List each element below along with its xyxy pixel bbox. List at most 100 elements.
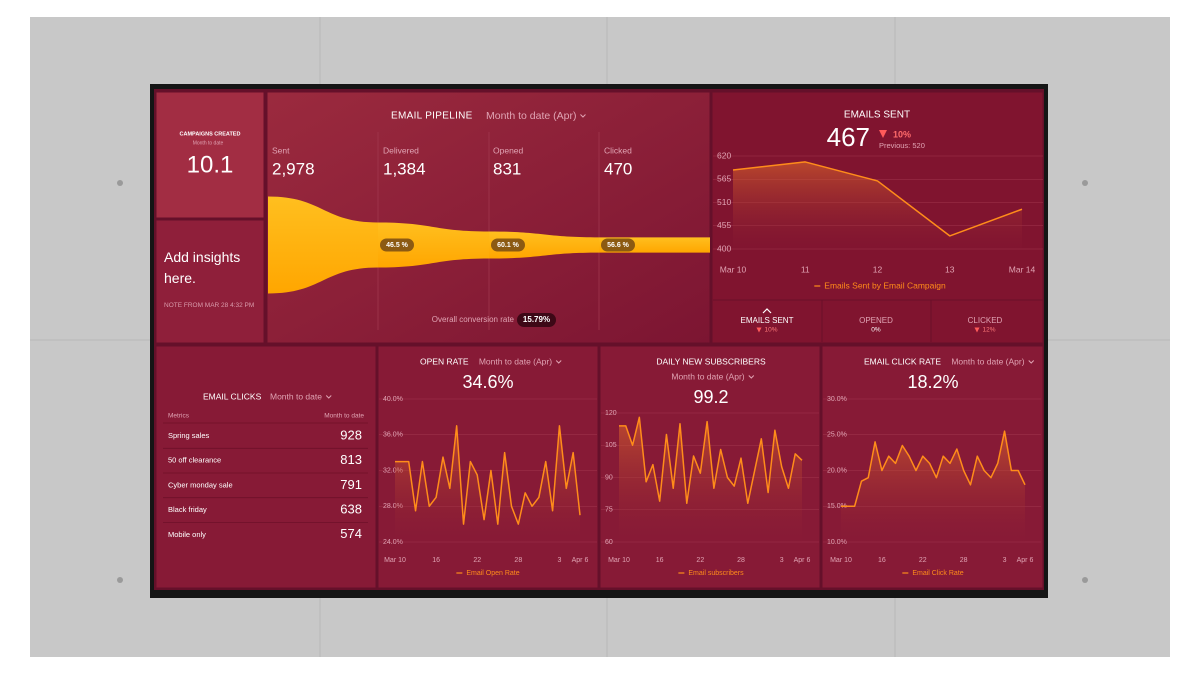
legend-label: Email Click Rate	[912, 570, 963, 577]
funnel-segment	[378, 222, 489, 268]
kpi-period[interactable]: Month to date	[193, 140, 224, 146]
y-tick-label: 32.0%	[383, 467, 403, 474]
stage-name: Opened	[493, 145, 524, 155]
insight-text: Add insights here.	[164, 249, 241, 286]
legend-label: Email subscribers	[688, 570, 744, 577]
x-tick-label: 3	[557, 557, 561, 564]
x-tick-label: Apr 6	[794, 557, 811, 564]
panel-period[interactable]: Month to date (Apr)	[951, 356, 1024, 366]
panel-title: EMAILS SENT	[844, 110, 910, 121]
kpi-change: 0%	[871, 327, 881, 334]
table-cell: Black friday	[168, 505, 207, 514]
kpi-change: 12%	[982, 327, 995, 334]
table-value: 928	[340, 427, 362, 442]
kpi-value: 99.2	[693, 387, 728, 407]
trend-down-icon	[879, 130, 887, 138]
y-tick-label: 24.0%	[383, 539, 403, 546]
table-value: 638	[340, 502, 362, 517]
x-tick-label: 28	[737, 557, 745, 564]
stage-value: 1,384	[383, 159, 426, 178]
rate-pill	[601, 238, 635, 252]
conversion-pill	[517, 313, 556, 327]
y-tick-label: 36.0%	[383, 432, 403, 439]
y-tick-label: 565	[717, 174, 731, 184]
insight-note: NOTE FROM MAR 28 4:32 PM	[164, 302, 255, 309]
trend-down-icon	[756, 327, 762, 333]
area	[619, 417, 802, 542]
insight-panel	[155, 219, 265, 344]
kpi-name[interactable]: EMAILS SENT	[741, 316, 794, 325]
area	[395, 425, 580, 542]
table-value: 813	[340, 452, 362, 467]
y-tick-label: 105	[605, 442, 617, 449]
dropdown-chevron	[748, 375, 755, 379]
y-tick-label: 60	[605, 539, 613, 546]
kpi-value: 467	[827, 122, 870, 152]
kpi-name[interactable]: CLICKED	[968, 316, 1003, 325]
x-tick-label: Apr 6	[1017, 557, 1034, 564]
rate-label: 56.6 %	[607, 242, 630, 249]
x-tick-label: Mar 10	[608, 557, 630, 564]
x-tick-label: 12	[873, 264, 883, 274]
x-tick-label: Mar 10	[720, 264, 747, 274]
panel-title: OPEN RATE	[420, 356, 469, 366]
kpi-change: 10%	[893, 129, 911, 139]
panel-period[interactable]: Month to date (Apr)	[671, 371, 744, 381]
conversion-label: Overall conversion rate	[432, 315, 515, 324]
y-tick-label: 510	[717, 197, 731, 207]
line	[841, 430, 1026, 507]
selected-caret	[762, 308, 772, 314]
y-tick-label: 40.0%	[383, 396, 403, 403]
legend-label: Emails Sent by Email Campaign	[824, 280, 946, 290]
dropdown-chevron	[1028, 360, 1035, 364]
y-tick-label: 455	[717, 220, 731, 230]
panel-title: EMAIL PIPELINE	[391, 111, 473, 122]
kpi-previous: Previous: 520	[879, 141, 925, 150]
x-tick-label: 3	[780, 557, 784, 564]
stage-value: 831	[493, 159, 521, 178]
line	[619, 416, 803, 505]
y-tick-label: 20.0%	[827, 467, 847, 474]
dropdown-chevron	[325, 395, 332, 399]
table-value: 791	[340, 477, 362, 492]
kpi-value: 34.6%	[462, 372, 513, 392]
x-tick-label: Mar 14	[1009, 264, 1036, 274]
panel-period[interactable]: Month to date (Apr)	[486, 110, 576, 122]
x-tick-label: 16	[878, 557, 886, 564]
y-tick-label: 28.0%	[383, 503, 403, 510]
wall-holes	[117, 180, 1088, 583]
line	[732, 161, 1023, 237]
panel-period[interactable]: Month to date	[270, 391, 322, 401]
y-tick-label: 75	[605, 507, 613, 514]
rate-label: 46.5 %	[386, 242, 409, 249]
table-header: Month to date	[324, 413, 364, 420]
x-tick-label: 22	[696, 557, 704, 564]
legend-label: Email Open Rate	[466, 570, 519, 577]
y-tick-label: 10.0%	[827, 539, 847, 546]
table-value: 574	[340, 526, 362, 541]
x-tick-label: 22	[473, 557, 481, 564]
rate-pill	[380, 238, 414, 252]
line	[395, 425, 581, 525]
panel-title: EMAIL CLICK RATE	[864, 356, 941, 366]
panel-title: EMAIL CLICKS	[203, 391, 262, 401]
kpi-name[interactable]: OPENED	[859, 316, 893, 325]
y-tick-label: 25.0%	[827, 432, 847, 439]
panel-period[interactable]: Month to date (Apr)	[479, 356, 552, 366]
x-tick-label: 22	[919, 557, 927, 564]
table-cell: Spring sales	[168, 431, 210, 440]
conversion-value: 15.79%	[523, 315, 550, 324]
y-tick-label: 15.0%	[827, 503, 847, 510]
stage-name: Sent	[272, 145, 290, 155]
kpi-change: 10%	[764, 327, 777, 334]
y-tick-label: 120	[605, 410, 617, 417]
y-tick-label: 90	[605, 474, 613, 481]
email-clicks-panel	[155, 345, 377, 589]
table-cell: 50 off clearance	[168, 456, 221, 465]
rate-label: 60.1 %	[497, 242, 520, 249]
stage-value: 470	[604, 159, 632, 178]
y-tick-label: 400	[717, 243, 731, 253]
funnel-segment	[489, 231, 599, 259]
